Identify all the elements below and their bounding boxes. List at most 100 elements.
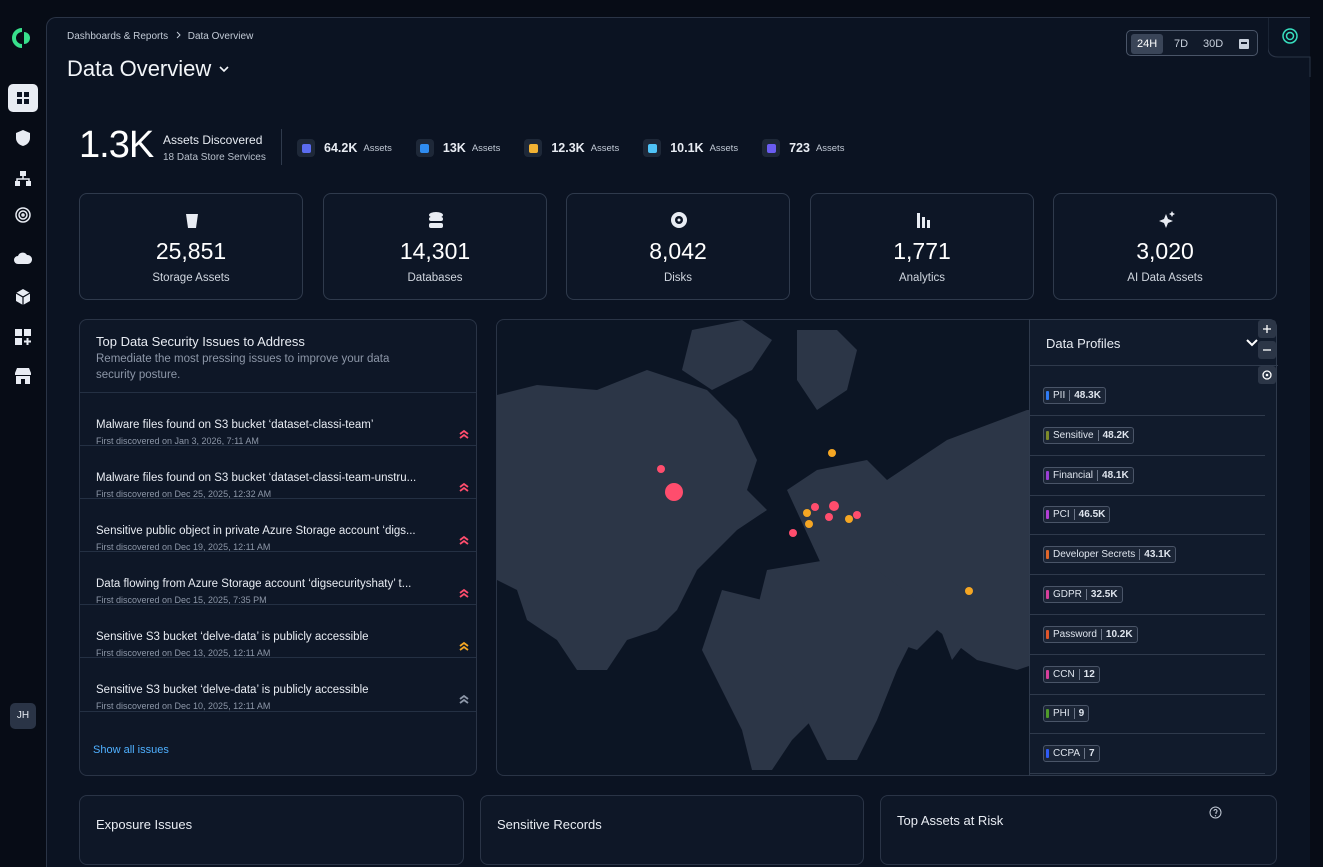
- profiles-divider: [1030, 365, 1278, 366]
- nav-cloud[interactable]: [13, 248, 33, 268]
- profile-row[interactable]: PII48.3K: [1030, 376, 1265, 416]
- provider-unit: Assets: [591, 143, 620, 154]
- time-range-option[interactable]: 24H: [1131, 34, 1163, 54]
- stat-card: 8,042Disks: [566, 193, 790, 300]
- providers: 64.2KAssets13KAssets12.3KAssets10.1KAsse…: [297, 138, 844, 158]
- issue-title: Malware files found on S3 bucket ‘datase…: [96, 419, 373, 431]
- profile-name: GDPR: [1053, 589, 1082, 600]
- time-range-option[interactable]: 30D: [1197, 34, 1229, 54]
- issue-row[interactable]: Data flowing from Azure Storage account …: [80, 551, 476, 604]
- profile-name: PCI: [1053, 509, 1070, 520]
- provider-glyph: [648, 144, 657, 153]
- stat-value: 25,851: [80, 238, 302, 265]
- profile-count: 48.3K: [1069, 390, 1101, 401]
- bottom-card: Sensitive Records: [480, 795, 864, 865]
- profile-color: [1046, 471, 1049, 480]
- profile-count: 7: [1084, 748, 1095, 759]
- provider: 13KAssets: [416, 139, 500, 157]
- card-title: Top Assets at Risk: [897, 813, 1003, 828]
- profile-count: 12: [1079, 669, 1095, 680]
- profile-row[interactable]: Password10.2K: [1030, 615, 1265, 655]
- issue-row[interactable]: Malware files found on S3 bucket ‘datase…: [80, 445, 476, 498]
- provider-icon: [643, 139, 661, 157]
- profile-tag: Financial48.1K: [1043, 467, 1134, 484]
- profiles-panel: Data Profiles PII48.3K Sensitive48.2K Fina…: [1029, 319, 1277, 776]
- profile-name: CCPA: [1053, 748, 1080, 759]
- title-chevron: [217, 64, 233, 76]
- issue-date: First discovered on Dec 10, 2025, 12:11 …: [96, 701, 270, 711]
- breadcrumb-link[interactable]: Dashboards & Reports: [67, 31, 168, 42]
- severity-icon: [458, 429, 470, 439]
- page-title-text: Data Overview: [67, 56, 211, 81]
- breadcrumb-separator: [173, 31, 183, 39]
- issues-panel: Top Data Security Issues to Address Reme…: [79, 319, 477, 776]
- services-count: 18 Data Store Services: [163, 152, 266, 163]
- issue-row[interactable]: Sensitive S3 bucket ‘delve-data’ is publ…: [80, 604, 476, 657]
- profile-tag: GDPR 32.5K: [1043, 586, 1123, 603]
- sidebar: JH: [0, 0, 46, 847]
- time-range-option[interactable]: 7D: [1168, 34, 1194, 54]
- provider-value: 10.1K: [670, 141, 703, 155]
- page: {"sidebar":{"avatar":"JH"}, "header":{"b…: [0, 0, 1323, 847]
- total-label: Assets Discovered: [163, 133, 262, 147]
- logo: [12, 28, 32, 48]
- provider: 12.3KAssets: [524, 139, 619, 157]
- settings-icon[interactable]: [1281, 27, 1299, 45]
- profile-row[interactable]: Financial48.1K: [1030, 456, 1265, 496]
- stat-value: 1,771: [811, 238, 1033, 265]
- help-icon[interactable]: [1209, 806, 1222, 819]
- profile-row[interactable]: PHI9: [1030, 694, 1265, 734]
- issue-row[interactable]: Sensitive S3 bucket ‘delve-data’ is publ…: [80, 657, 476, 710]
- provider-unit: Assets: [363, 143, 392, 154]
- provider-value: 64.2K: [324, 141, 357, 155]
- stat-icon: [183, 211, 201, 229]
- profile-count: 10.2K: [1101, 629, 1133, 640]
- nav-store[interactable]: [13, 366, 33, 386]
- profile-row[interactable]: Developer Secrets43.1K: [1030, 535, 1265, 575]
- severity-icon: [458, 694, 470, 704]
- issue-row[interactable]: Malware files found on S3 bucket ‘datase…: [80, 392, 476, 445]
- nav-cube[interactable]: [13, 287, 33, 307]
- profile-color: [1046, 431, 1049, 440]
- issue-title: Sensitive S3 bucket ‘delve-data’ is publ…: [96, 684, 369, 696]
- provider-value: 13K: [443, 141, 466, 155]
- show-all-link[interactable]: Show all issues: [93, 744, 169, 756]
- avatar[interactable]: JH: [10, 703, 36, 729]
- profile-tag: PII48.3K: [1043, 387, 1106, 404]
- profile-color: [1046, 670, 1049, 679]
- nav-security[interactable]: [13, 128, 33, 148]
- issue-row[interactable]: Sensitive public object in private Azure…: [80, 498, 476, 551]
- profile-row[interactable]: CCPA 7: [1030, 734, 1265, 774]
- nav-graph[interactable]: [13, 168, 33, 188]
- stat-label: AI Data Assets: [1054, 272, 1276, 284]
- profile-color: [1046, 749, 1049, 758]
- nav-fingerprint[interactable]: [13, 205, 33, 225]
- profile-count: 43.1K: [1139, 549, 1171, 560]
- profile-color: [1046, 590, 1049, 599]
- profile-tag: PHI9: [1043, 705, 1089, 722]
- provider-icon: [524, 139, 542, 157]
- profiles-collapse[interactable]: [1245, 338, 1259, 348]
- provider: 10.1KAssets: [643, 139, 738, 157]
- profiles-title: Data Profiles: [1046, 336, 1120, 351]
- profile-count: 48.1K: [1097, 470, 1129, 481]
- stat-icon: [1157, 211, 1175, 229]
- profile-row[interactable]: Sensitive48.2K: [1030, 416, 1265, 456]
- profile-row[interactable]: PCI46.5K: [1030, 495, 1265, 535]
- profile-count: 32.5K: [1086, 589, 1118, 600]
- issue-title: Sensitive public object in private Azure…: [96, 525, 416, 537]
- page-title[interactable]: Data Overview: [67, 56, 233, 82]
- card-title: Exposure Issues: [96, 817, 192, 832]
- profile-tag: Password10.2K: [1043, 626, 1138, 643]
- provider-glyph: [767, 144, 776, 153]
- issue-title: Sensitive S3 bucket ‘delve-data’ is publ…: [96, 631, 369, 643]
- stat-label: Databases: [324, 272, 546, 284]
- provider: 64.2K Assets: [297, 139, 392, 157]
- profile-row[interactable]: CCN12: [1030, 655, 1265, 695]
- profile-row[interactable]: GDPR 32.5K: [1030, 575, 1265, 615]
- stat-value: 8,042: [567, 238, 789, 265]
- profile-name: Sensitive: [1053, 430, 1094, 441]
- nav-dashboard[interactable]: [8, 84, 38, 112]
- nav-apps[interactable]: [13, 327, 33, 347]
- calendar-icon[interactable]: [1239, 38, 1249, 49]
